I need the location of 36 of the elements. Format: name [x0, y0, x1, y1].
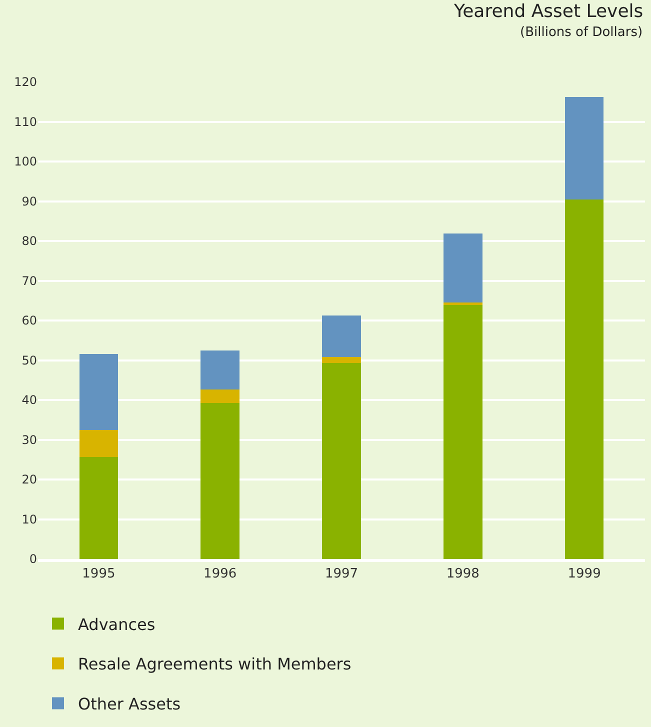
bar	[443, 304, 482, 559]
bar	[564, 200, 604, 559]
bar	[79, 430, 118, 457]
bar	[200, 389, 240, 403]
y-tick-label: 10	[22, 512, 37, 526]
x-tick-label: 1998	[446, 566, 480, 582]
y-tick-label: 100	[14, 154, 37, 169]
bar	[443, 233, 482, 303]
y-tick-label: 30	[22, 432, 37, 447]
y-tick-label: 80	[22, 234, 37, 248]
bar	[322, 357, 361, 364]
y-tick-label: 50	[22, 353, 37, 368]
bar	[322, 363, 361, 559]
legend-label: Resale Agreements with Members	[78, 654, 352, 674]
x-tick-label: 1997	[324, 566, 358, 582]
bar	[200, 402, 240, 559]
y-tick-label: 20	[22, 472, 37, 487]
chart-subtitle: (Billions of Dollars)	[520, 25, 643, 40]
y-tick-label: 0	[29, 552, 37, 566]
bar	[200, 350, 240, 390]
legend-label: Other Assets	[78, 694, 181, 714]
y-tick-label: 90	[22, 194, 37, 208]
y-tick-label: 60	[22, 314, 37, 328]
bar	[79, 456, 118, 559]
x-tick-label: 1996	[204, 566, 237, 582]
y-tick-label: 70	[22, 274, 37, 288]
x-tick-label: 1999	[568, 566, 601, 582]
chart-title: Yearend Asset Levels	[453, 1, 644, 22]
y-tick-label: 120	[14, 75, 37, 90]
legend-label: Advances	[78, 614, 156, 634]
bar	[79, 354, 118, 430]
y-tick-label: 40	[22, 393, 37, 408]
y-tick-label: 110	[14, 114, 37, 129]
bar	[322, 316, 361, 358]
x-tick-label: 1995	[82, 566, 116, 582]
bar	[564, 97, 604, 200]
